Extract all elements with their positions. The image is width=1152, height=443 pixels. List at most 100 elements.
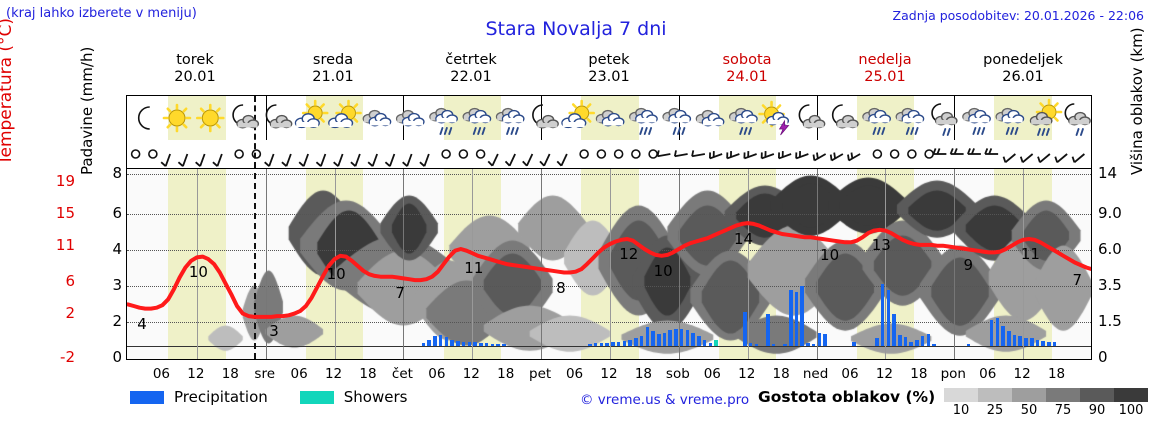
cloud-tick-9.0: 9.0 — [1098, 204, 1122, 222]
x-tick-12-13: 12 — [600, 366, 618, 382]
weather-icon-sun-cloud — [328, 99, 362, 129]
precipitation-bar — [691, 333, 695, 346]
weather-icon-moon-cloud — [798, 104, 826, 129]
wind-barb — [1002, 153, 1016, 164]
x-tick-06-12: 06 — [565, 366, 584, 382]
credit-link[interactable]: © vreme.us & vreme.pro — [580, 392, 750, 408]
precipitation-bar — [616, 341, 621, 346]
day-date: 21.01 — [312, 69, 354, 85]
wind-barb — [673, 150, 688, 158]
wind-barb — [504, 153, 516, 167]
day-header-4: sobota 24.01 — [678, 52, 816, 86]
temp-tick-6: 6 — [65, 272, 75, 290]
x-tick-18-14: 18 — [634, 366, 653, 382]
precipitation-bar — [1024, 338, 1028, 346]
x-tick-18-10: 18 — [497, 366, 515, 382]
weather-icon-sun-cloud — [294, 99, 329, 129]
temperature-axis-title: Temperatura (°C) — [0, 17, 16, 165]
x-tick-pon-23: pon — [940, 366, 966, 382]
weather-icon-sun-cloud-rain — [1029, 98, 1063, 136]
precipitation-bar — [892, 313, 896, 346]
hgridline-1 — [127, 214, 1091, 215]
temperature-label: 7 — [1072, 270, 1083, 289]
weather-icon-moon-cloud — [532, 104, 559, 129]
hgridline-0 — [127, 174, 1091, 175]
precipitation-bar — [656, 334, 661, 346]
weather-icon-cloud-rain — [995, 107, 1025, 135]
precipitation-bar — [588, 343, 592, 346]
weather-icon-cloud-rain — [462, 107, 492, 135]
day-divider-5 — [816, 169, 818, 359]
day-name: petek — [588, 52, 630, 68]
x-tick-12-17: 12 — [738, 366, 756, 382]
x-tick-ned-19: ned — [802, 366, 829, 382]
precipitation-bar — [645, 326, 650, 346]
x-tick-12-25: 12 — [1013, 366, 1031, 382]
precipitation-bar — [1001, 325, 1005, 346]
cloud-legend-value: 75 — [1054, 403, 1072, 418]
wind-barb — [264, 153, 275, 167]
prec-baseline — [127, 346, 1091, 347]
precipitation-bar — [748, 342, 753, 346]
temperature-label: 10 — [326, 265, 346, 284]
day-name: četrtek — [445, 52, 497, 68]
precipitation-bar — [444, 337, 449, 346]
precipitation-bar — [1007, 330, 1011, 346]
day-divider-6 — [954, 169, 956, 359]
precipitation-bar — [708, 342, 713, 346]
precipitation-bar — [800, 285, 804, 346]
meteogram: 4 10 3 10 7 11 8 12 10 14 10 13 9 11 7 — [126, 95, 1092, 360]
temp-tick-2: 2 — [65, 304, 75, 322]
cloud-height-axis-title: Višina oblakov (km) — [1128, 27, 1146, 175]
cloud-legend-value: 25 — [986, 403, 1004, 418]
temperature-label: 14 — [733, 229, 754, 248]
weather-icon-sun — [195, 103, 225, 133]
temp-tick-11: 11 — [55, 236, 75, 254]
wind-barb — [384, 153, 396, 167]
weather-icon-cloud — [395, 109, 425, 127]
x-tick-06-8: 06 — [428, 366, 446, 382]
precipitation-bar — [679, 328, 684, 346]
showers-legend-label: Showers — [343, 388, 408, 406]
wind-barb — [760, 151, 775, 160]
temperature-label: 10 — [820, 245, 840, 264]
weather-icon-cloud — [595, 109, 625, 127]
precipitation-bar — [788, 290, 793, 346]
wind-barb — [195, 153, 206, 167]
x-tick-12-1: 12 — [187, 366, 205, 382]
temperature-line — [127, 221, 1091, 319]
wind-barb — [402, 153, 413, 167]
wind-barb — [709, 151, 723, 160]
wind-barb — [932, 148, 947, 155]
precipitation-bar — [605, 342, 609, 346]
hgridline-2 — [127, 250, 1091, 251]
precipitation-bar — [783, 343, 787, 346]
x-tick-18-26: 18 — [1047, 366, 1066, 382]
wind-barb-calm — [458, 149, 469, 159]
wind-barb — [847, 152, 861, 162]
precipitation-bar — [651, 330, 655, 346]
cloud-tick-14: 14 — [1098, 164, 1118, 182]
cloud-legend-swatch-25 — [978, 388, 1012, 402]
cloud-legend-value: 50 — [1020, 403, 1038, 418]
cloud-legend-swatch-100 — [1114, 388, 1148, 402]
precipitation-bar — [593, 343, 598, 346]
cloud-density-legend: 10 25 50 75 90 100 — [944, 388, 1148, 418]
precipitation-bar — [909, 341, 914, 346]
cloud-tick-3.5: 3.5 — [1098, 276, 1122, 294]
noon-gridline-5 — [885, 169, 887, 359]
weather-icon-cloud-rain — [662, 107, 692, 135]
day-name: sobota — [722, 52, 772, 68]
temperature-label: 12 — [619, 244, 639, 263]
day-name: ponedeljek — [983, 52, 1063, 68]
x-tick-06-4: 06 — [290, 366, 308, 382]
precipitation-bar — [611, 342, 615, 346]
day-divider-2 — [403, 169, 405, 359]
precipitation-bar — [634, 338, 638, 346]
temp-tick--2: -2 — [60, 348, 75, 366]
day-name: torek — [176, 52, 214, 68]
prec-tick-3: 3 — [112, 276, 122, 294]
precipitation-bar — [989, 320, 994, 346]
precipitation-bar — [433, 336, 437, 346]
wind-barb — [795, 151, 809, 160]
